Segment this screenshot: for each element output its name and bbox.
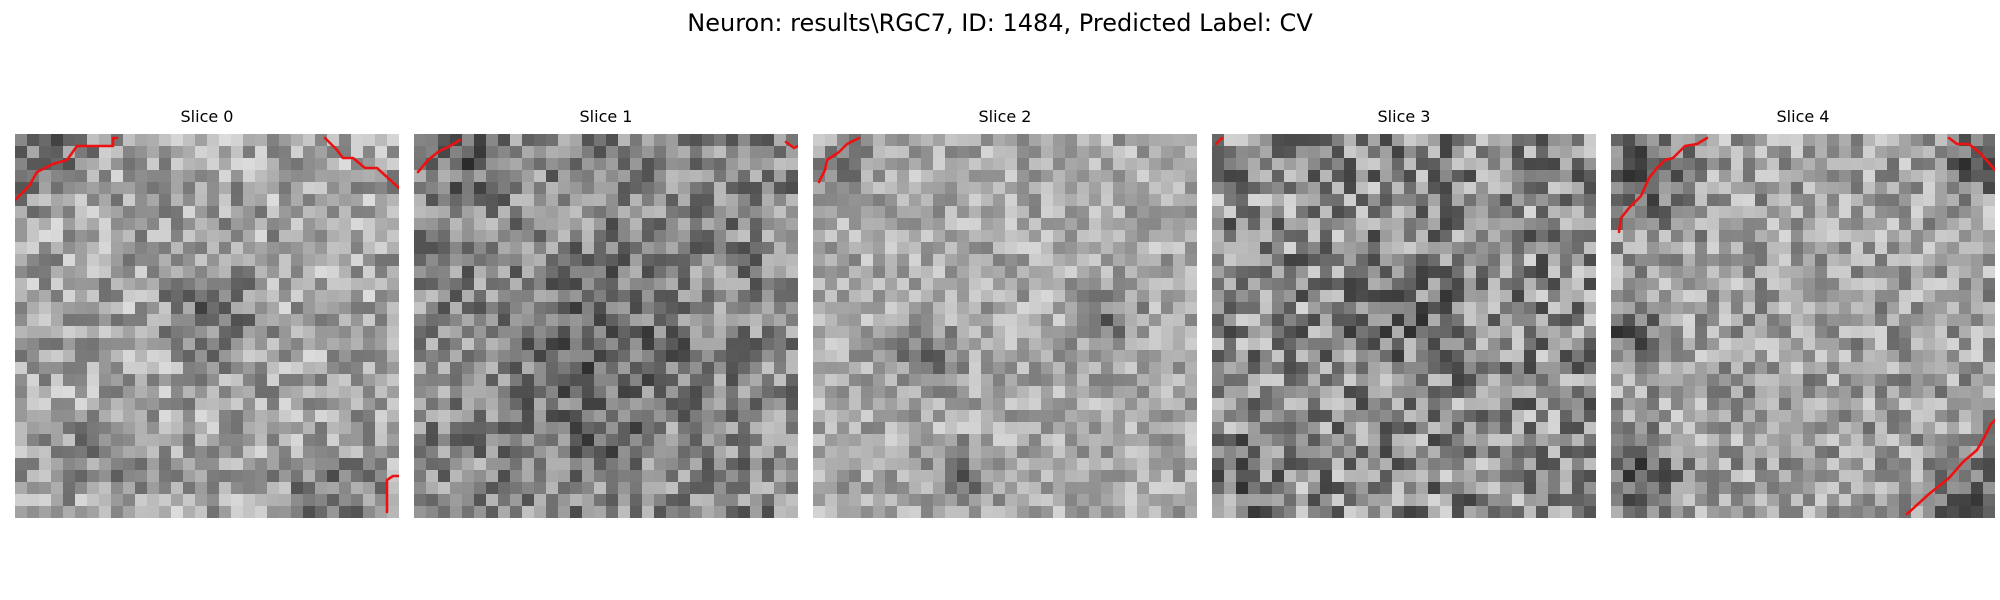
slice-title: Slice 3 xyxy=(1377,107,1431,126)
roi-contour xyxy=(385,474,399,514)
slice-title: Slice 0 xyxy=(180,107,234,126)
roi-contour xyxy=(1617,136,1709,234)
slice-panel-4: Slice 4 xyxy=(1611,106,1995,518)
slice-image-2 xyxy=(813,134,1197,518)
slice-title: Slice 2 xyxy=(978,107,1032,126)
slice-image-3 xyxy=(1212,134,1596,518)
roi-contour xyxy=(416,138,462,174)
figure-title: Neuron: results\RGC7, ID: 1484, Predicte… xyxy=(687,9,1313,37)
slice-panel-1: Slice 1 xyxy=(414,106,798,518)
slice-panel-3: Slice 3 xyxy=(1212,106,1596,518)
slice-title: Slice 4 xyxy=(1776,107,1830,126)
roi-contour xyxy=(15,136,119,202)
slice-image-1 xyxy=(414,134,798,518)
roi-contour xyxy=(323,136,399,190)
slice-image-4 xyxy=(1611,134,1995,518)
slice-panel-2: Slice 2 xyxy=(813,106,1197,518)
slice-title: Slice 1 xyxy=(579,107,633,126)
roi-contour xyxy=(817,136,861,184)
roi-contour xyxy=(1947,136,1995,172)
roi-contour xyxy=(784,140,798,150)
roi-contour xyxy=(1214,136,1224,146)
roi-contour xyxy=(1905,418,1995,516)
slice-panel-0: Slice 0 xyxy=(15,106,399,518)
slice-image-0 xyxy=(15,134,399,518)
